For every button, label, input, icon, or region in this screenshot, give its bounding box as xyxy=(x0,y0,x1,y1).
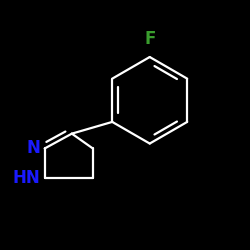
Text: HN: HN xyxy=(12,169,40,187)
Text: N: N xyxy=(26,140,40,158)
Text: F: F xyxy=(144,30,156,48)
